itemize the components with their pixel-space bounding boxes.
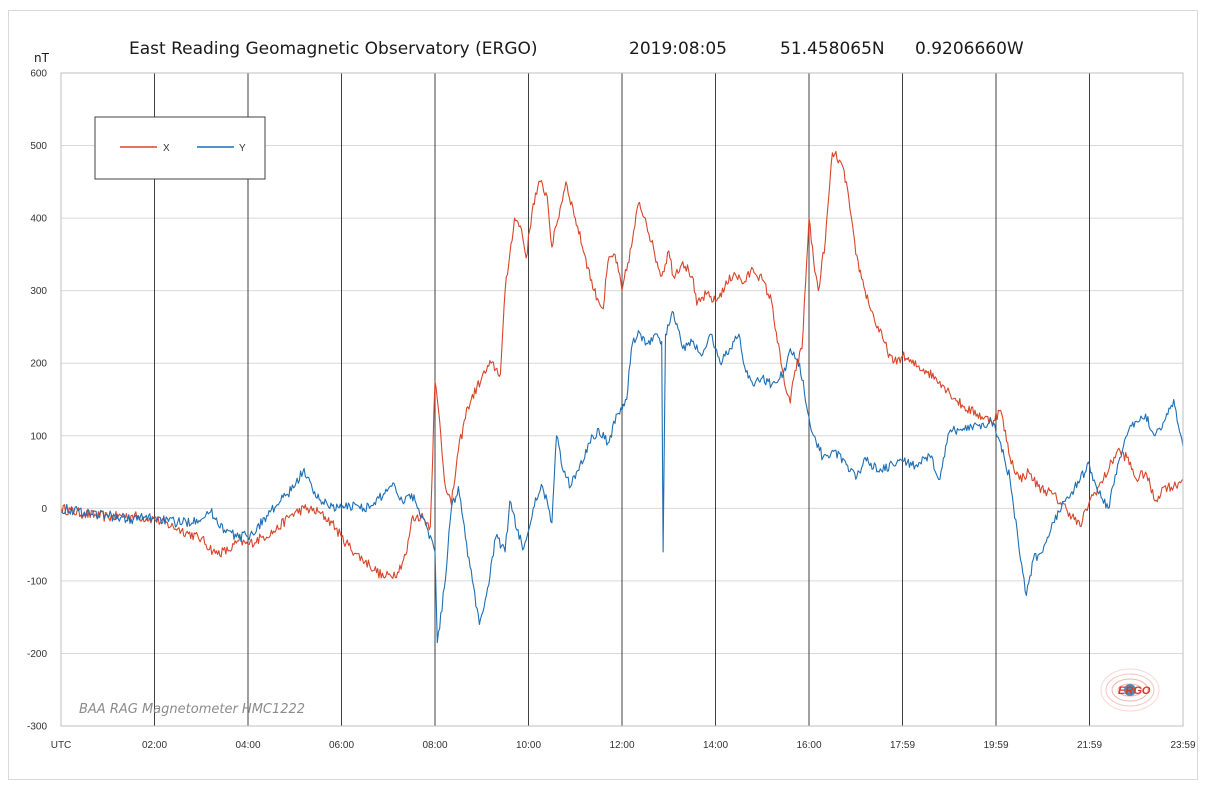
ergo-logo: ERGO xyxy=(1100,668,1160,712)
x-tick-label: 10:00 xyxy=(516,740,541,751)
legend-box xyxy=(94,116,266,180)
chart-title: East Reading Geomagnetic Observatory (ER… xyxy=(129,39,538,59)
logo-field-ring-2 xyxy=(1111,678,1149,702)
x-tick-label: UTC xyxy=(51,740,72,751)
logo-globe-icon xyxy=(1124,684,1136,696)
y-tick-label: -300 xyxy=(27,722,47,733)
y-tick-label: 600 xyxy=(30,69,47,80)
y-tick-label: 300 xyxy=(30,286,47,297)
x-tick-label: 21:59 xyxy=(1077,740,1102,751)
series-x-line xyxy=(60,150,1184,579)
series-lines xyxy=(60,150,1184,644)
logo-field-ring-4 xyxy=(1100,668,1160,712)
longitude-label: 0.9206660W xyxy=(915,39,1024,59)
x-tick-label: 16:00 xyxy=(796,740,821,751)
x-tick-label: 17:59 xyxy=(890,740,915,751)
x-tick-label: 12:00 xyxy=(609,740,634,751)
plot-area-border xyxy=(60,72,1184,727)
watermark-text: BAA RAG Magnetometer HMC1222 xyxy=(79,702,305,717)
x-tick-label: 19:59 xyxy=(983,740,1008,751)
logo-field-ring-3 xyxy=(1105,673,1155,707)
x-tick-label: 02:00 xyxy=(142,740,167,751)
date-label: 2019:08:05 xyxy=(629,39,727,59)
x-tick-label: 06:00 xyxy=(329,740,354,751)
y-tick-label: -100 xyxy=(27,576,47,587)
y-tick-label: 500 xyxy=(30,141,47,152)
y-tick-label: -200 xyxy=(27,649,47,660)
series-y-line xyxy=(60,310,1184,644)
y-tick-labels: 600 500 400 300 200 100 0 -100 -200 -300 xyxy=(27,69,47,733)
y-tick-label: 200 xyxy=(30,359,47,370)
x-tick-label: 23:59 xyxy=(1170,740,1195,751)
logo-text: ERGO xyxy=(1118,685,1151,697)
y-tick-label: 100 xyxy=(30,431,47,442)
x-tick-label: 08:00 xyxy=(422,740,447,751)
y-tick-label: 0 xyxy=(41,504,47,515)
legend-x-label: X xyxy=(163,143,170,154)
x-tick-label: 04:00 xyxy=(235,740,260,751)
latitude-label: 51.458065N xyxy=(780,39,885,59)
x-tick-label: 14:00 xyxy=(703,740,728,751)
legend: X Y xyxy=(94,116,266,180)
y-tick-label: 400 xyxy=(30,214,47,225)
x-tick-labels: UTC 02:00 04:00 06:00 08:00 10:00 12:00 14:00 16… xyxy=(51,740,1196,751)
chart-frame xyxy=(8,10,1198,780)
y-unit-label: nT xyxy=(34,51,50,65)
legend-y-label: Y xyxy=(239,143,246,154)
